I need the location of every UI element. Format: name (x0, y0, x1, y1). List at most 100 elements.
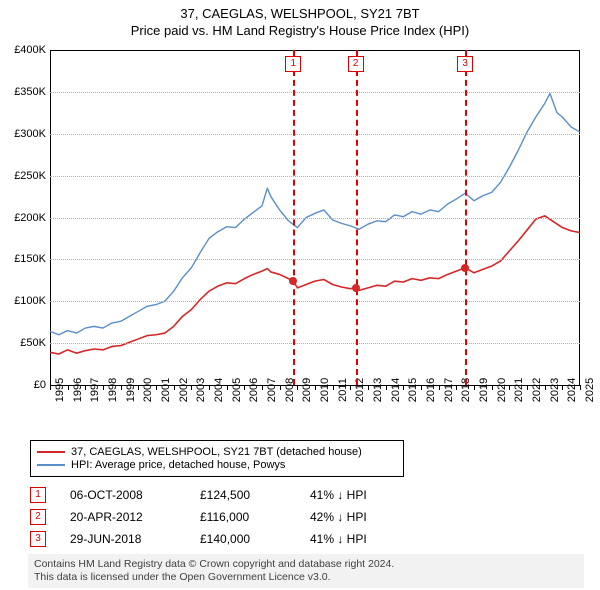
x-axis-label: 2022 (531, 378, 543, 402)
x-tick (562, 385, 563, 390)
x-tick (227, 385, 228, 390)
event-hpi-diff: 42% ↓ HPI (310, 510, 430, 524)
x-tick (421, 385, 422, 390)
x-tick (509, 385, 510, 390)
event-marker-num: 3 (30, 531, 46, 547)
footer-line1: Contains HM Land Registry data © Crown c… (34, 558, 578, 571)
x-axis-label: 2010 (319, 378, 331, 402)
x-axis-label: 2013 (372, 378, 384, 402)
event-hpi-diff: 41% ↓ HPI (310, 488, 430, 502)
x-tick (474, 385, 475, 390)
gridline (50, 218, 580, 219)
sale-dot (461, 264, 469, 272)
gridline (50, 134, 580, 135)
table-row: 1 06-OCT-2008 £124,500 41% ↓ HPI (30, 484, 430, 506)
x-tick (333, 385, 334, 390)
x-axis-label: 2025 (584, 378, 596, 402)
x-tick (297, 385, 298, 390)
x-tick (244, 385, 245, 390)
event-price: £140,000 (200, 532, 310, 546)
sale-dot (352, 284, 360, 292)
y-axis-label: £250K (14, 170, 46, 182)
table-row: 3 29-JUN-2018 £140,000 41% ↓ HPI (30, 528, 430, 550)
x-tick (50, 385, 51, 390)
event-price: £116,000 (200, 510, 310, 524)
x-axis-label: 1995 (54, 378, 66, 402)
x-tick (280, 385, 281, 390)
x-tick (439, 385, 440, 390)
x-tick (174, 385, 175, 390)
x-tick (527, 385, 528, 390)
x-axis-label: 2020 (496, 378, 508, 402)
legend-row: HPI: Average price, detached house, Powy… (37, 459, 397, 471)
event-price: £124,500 (200, 488, 310, 502)
x-tick (368, 385, 369, 390)
x-axis-label: 2017 (443, 378, 455, 402)
footer-line2: This data is licensed under the Open Gov… (34, 571, 578, 584)
legend-swatch-blue (37, 464, 65, 466)
x-tick (138, 385, 139, 390)
y-axis-label: £100K (14, 295, 46, 307)
gridline (50, 301, 580, 302)
sale-events-table: 1 06-OCT-2008 £124,500 41% ↓ HPI 2 20-AP… (30, 484, 430, 550)
x-tick (209, 385, 210, 390)
legend-swatch-red (37, 451, 65, 453)
x-tick (121, 385, 122, 390)
x-axis-label: 2015 (407, 378, 419, 402)
chart-plot-area: £0£50K£100K£150K£200K£250K£300K£350K£400… (50, 50, 580, 405)
x-axis-label: 2003 (195, 378, 207, 402)
x-axis-label: 2007 (266, 378, 278, 402)
chart-title-address: 37, CAEGLAS, WELSHPOOL, SY21 7BT (0, 6, 600, 21)
y-axis-label: £150K (14, 253, 46, 265)
x-tick (350, 385, 351, 390)
sale-marker-num: 3 (457, 56, 473, 72)
sale-marker-num: 2 (348, 56, 364, 72)
x-tick (191, 385, 192, 390)
event-date: 20-APR-2012 (70, 510, 200, 524)
x-axis-label: 2006 (248, 378, 260, 402)
title-block: 37, CAEGLAS, WELSHPOOL, SY21 7BT Price p… (0, 0, 600, 38)
gridline (50, 176, 580, 177)
legend-label: 37, CAEGLAS, WELSHPOOL, SY21 7BT (detach… (71, 446, 362, 458)
x-tick (103, 385, 104, 390)
x-tick (156, 385, 157, 390)
y-axis-label: £200K (14, 212, 46, 224)
x-axis-label: 2004 (213, 378, 225, 402)
gridline (50, 259, 580, 260)
x-axis-label: 2002 (178, 378, 190, 402)
x-axis-label: 2024 (566, 378, 578, 402)
x-axis-label: 1999 (125, 378, 137, 402)
series-line (50, 216, 580, 354)
y-axis-label: £400K (14, 44, 46, 56)
x-axis-label: 1998 (107, 378, 119, 402)
x-tick (456, 385, 457, 390)
x-tick (315, 385, 316, 390)
x-axis-label: 2019 (478, 378, 490, 402)
event-marker-num: 2 (30, 509, 46, 525)
event-date: 06-OCT-2008 (70, 488, 200, 502)
y-axis-label: £300K (14, 128, 46, 140)
x-axis-label: 2009 (301, 378, 313, 402)
footer-attribution: Contains HM Land Registry data © Crown c… (28, 554, 584, 588)
x-tick (492, 385, 493, 390)
gridline (50, 92, 580, 93)
x-axis-label: 1997 (89, 378, 101, 402)
x-axis-label: 2016 (425, 378, 437, 402)
table-row: 2 20-APR-2012 £116,000 42% ↓ HPI (30, 506, 430, 528)
x-tick (68, 385, 69, 390)
x-axis-label: 2021 (513, 378, 525, 402)
series-line (50, 94, 580, 335)
x-axis-label: 1996 (72, 378, 84, 402)
y-axis-label: £0 (34, 379, 46, 391)
legend: 37, CAEGLAS, WELSHPOOL, SY21 7BT (detach… (30, 440, 404, 477)
legend-row: 37, CAEGLAS, WELSHPOOL, SY21 7BT (detach… (37, 446, 397, 458)
x-axis-label: 2000 (142, 378, 154, 402)
x-tick (386, 385, 387, 390)
y-axis-label: £50K (20, 337, 46, 349)
x-tick (85, 385, 86, 390)
x-axis-label: 2014 (390, 378, 402, 402)
event-date: 29-JUN-2018 (70, 532, 200, 546)
event-marker-num: 1 (30, 487, 46, 503)
x-axis-label: 2001 (160, 378, 172, 402)
gridline (50, 343, 580, 344)
